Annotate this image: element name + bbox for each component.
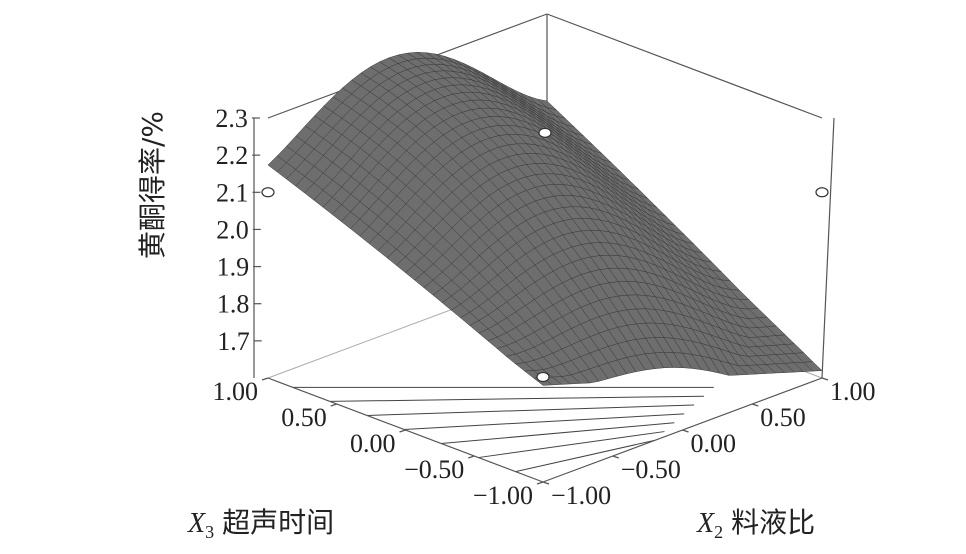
z-tick-label: 2.1 — [216, 178, 249, 207]
x3-tick-mark — [536, 481, 544, 485]
x3-tick-mark — [330, 403, 337, 407]
x2-tick-mark — [542, 481, 550, 485]
floor-contour-line — [441, 422, 675, 445]
z-tick-label: 2.3 — [215, 104, 248, 133]
floor-contour-line — [478, 431, 665, 459]
z-tick-label: 2.0 — [216, 215, 249, 244]
design-point — [261, 187, 275, 198]
x2-tick-label: −1.00 — [551, 481, 611, 510]
x2-tick-label: −0.50 — [621, 455, 681, 484]
x3-tick-mark — [261, 377, 269, 381]
x3-tick-mark — [399, 429, 406, 433]
x3-axis-ticks: 1.00 0.50 0.00 −0.50 −1.00 — [213, 377, 544, 510]
z-axis-ticks: 1.7 1.8 1.9 2.0 2.1 2.2 2.3 — [215, 104, 262, 356]
z-tick-label: 1.8 — [217, 290, 250, 319]
x3-tick-mark — [468, 455, 475, 459]
x2-tick-mark — [821, 377, 829, 381]
x3-tick-label: −1.00 — [473, 481, 533, 510]
design-point — [815, 187, 829, 198]
x3-tick-label: 0.00 — [350, 429, 396, 458]
floor-contour-line — [366, 404, 695, 416]
response-surface — [267, 52, 823, 386]
floor-contour-line — [329, 395, 704, 402]
x2-axis-label: X2 料液比 — [696, 506, 815, 542]
x2-axis-ticks: −1.00 −0.50 0.00 0.50 1.00 — [542, 377, 876, 510]
x2-tick-mark — [612, 455, 619, 459]
x2-tick-mark — [682, 429, 689, 433]
x2-tick-mark — [752, 403, 759, 407]
right-vertical-edge — [821, 117, 835, 379]
x2-tick-label: 1.00 — [830, 377, 876, 406]
x3-tick-label: −0.50 — [404, 455, 464, 484]
design-point — [538, 127, 552, 138]
design-points — [261, 127, 829, 383]
back-top-right-edge — [546, 13, 823, 119]
x3-tick-label: 0.50 — [281, 403, 327, 432]
z-tick-label: 1.7 — [217, 327, 250, 356]
z-axis-label: 黄酮得率/% — [136, 111, 169, 259]
x2-tick-label: 0.50 — [760, 403, 806, 432]
x2-tick-label: 0.00 — [691, 429, 737, 458]
floor-contours — [292, 386, 714, 473]
z-tick-label: 1.9 — [217, 253, 250, 282]
x3-tick-label: 1.00 — [213, 377, 259, 406]
x3-axis-label: X3 超声时间 — [187, 506, 334, 542]
floor-contour-line — [515, 439, 655, 473]
floor-contour-line — [404, 413, 685, 430]
z-tick-label: 2.2 — [216, 141, 249, 170]
design-point — [536, 371, 550, 383]
